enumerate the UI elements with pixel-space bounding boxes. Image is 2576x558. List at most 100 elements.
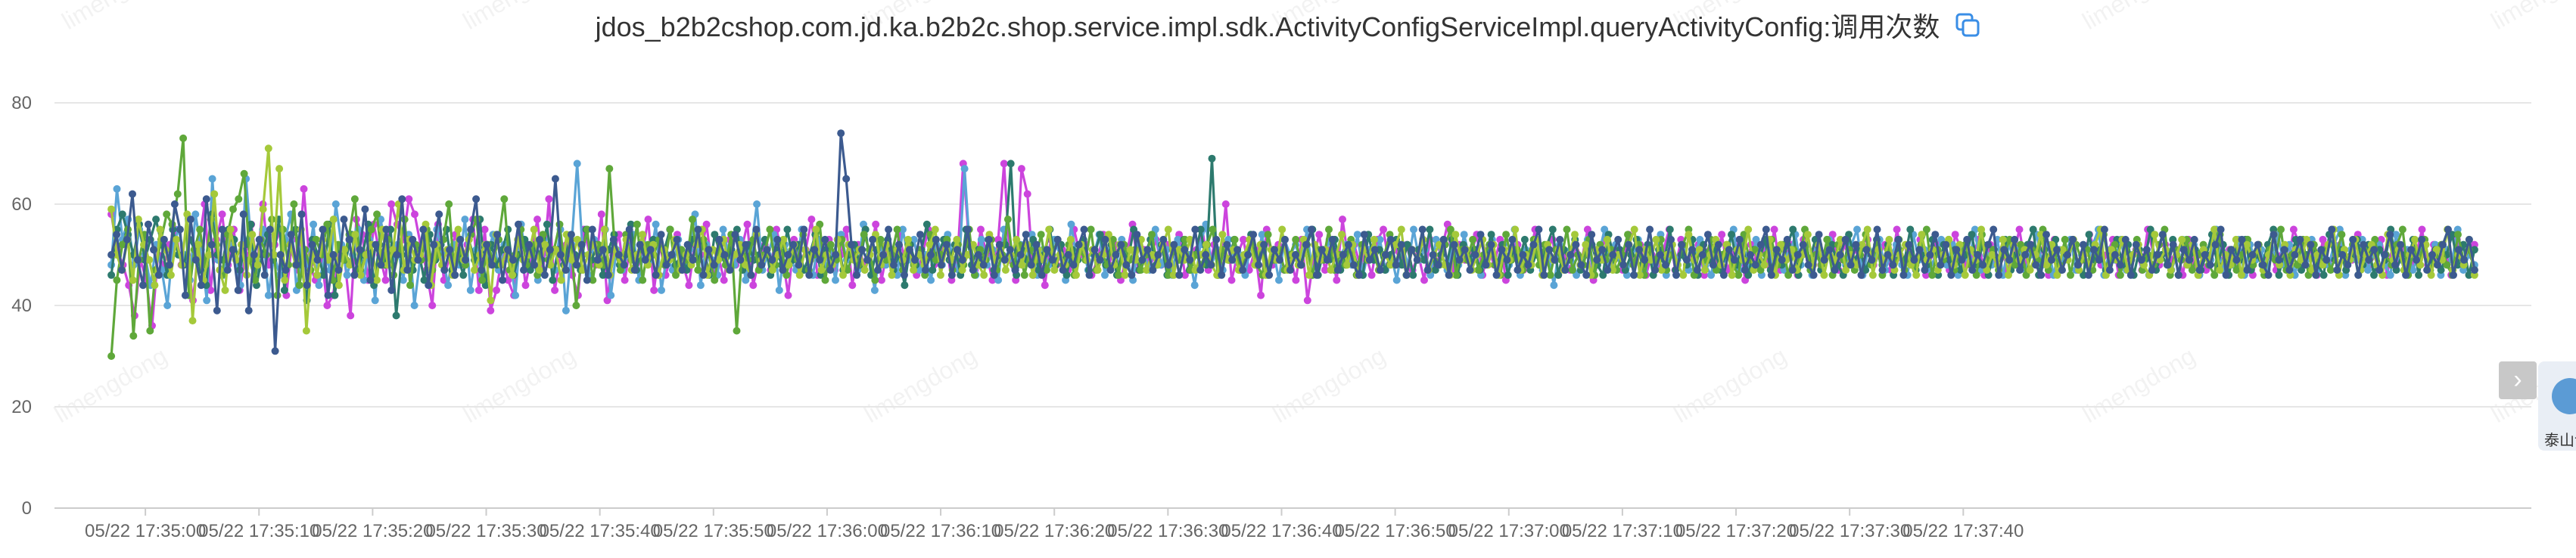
data-point[interactable]: [2116, 261, 2124, 269]
data-point[interactable]: [1956, 266, 1965, 274]
data-point[interactable]: [1121, 271, 1129, 279]
data-point[interactable]: [2146, 225, 2154, 234]
data-point[interactable]: [535, 266, 543, 274]
data-point[interactable]: [1718, 231, 1726, 239]
data-point[interactable]: [685, 281, 693, 290]
data-point[interactable]: [2132, 240, 2140, 249]
data-point[interactable]: [1244, 251, 1252, 259]
data-point[interactable]: [1931, 231, 1940, 239]
data-point[interactable]: [1884, 251, 1892, 259]
data-point[interactable]: [2067, 271, 2074, 279]
data-point[interactable]: [435, 210, 443, 219]
data-point[interactable]: [1492, 271, 1501, 279]
data-point[interactable]: [1321, 266, 1329, 274]
data-point[interactable]: [462, 256, 470, 264]
data-point[interactable]: [1604, 266, 1612, 274]
data-point[interactable]: [1265, 271, 1274, 279]
data-point[interactable]: [1529, 240, 1538, 249]
data-point[interactable]: [2465, 271, 2473, 279]
data-point[interactable]: [1554, 271, 1563, 279]
data-point[interactable]: [1988, 251, 1996, 259]
data-point[interactable]: [1520, 235, 1529, 243]
data-point[interactable]: [341, 246, 349, 254]
data-point[interactable]: [593, 256, 602, 264]
data-point[interactable]: [481, 225, 489, 234]
data-point[interactable]: [960, 165, 969, 173]
data-point[interactable]: [181, 291, 189, 299]
data-point[interactable]: [1420, 276, 1428, 284]
data-point[interactable]: [795, 271, 804, 279]
data-point[interactable]: [639, 231, 646, 239]
data-point[interactable]: [2427, 271, 2435, 279]
data-point[interactable]: [1094, 266, 1102, 274]
data-point[interactable]: [2048, 256, 2055, 264]
data-point[interactable]: [1164, 271, 1172, 279]
data-point[interactable]: [504, 276, 512, 284]
data-point[interactable]: [1951, 231, 1959, 239]
data-point[interactable]: [331, 200, 340, 208]
data-point[interactable]: [2079, 240, 2087, 249]
data-point[interactable]: [1836, 251, 1844, 259]
data-point[interactable]: [2217, 225, 2225, 234]
data-point[interactable]: [658, 286, 665, 294]
data-point[interactable]: [107, 251, 116, 259]
data-point[interactable]: [926, 240, 934, 249]
data-point[interactable]: [1333, 276, 1341, 284]
data-point[interactable]: [409, 235, 417, 243]
data-point[interactable]: [766, 225, 774, 234]
data-point[interactable]: [2237, 271, 2245, 279]
data-point[interactable]: [605, 165, 614, 173]
data-point[interactable]: [2026, 266, 2034, 274]
data-point[interactable]: [789, 240, 798, 249]
data-point[interactable]: [858, 246, 866, 254]
data-point[interactable]: [699, 271, 708, 279]
data-point[interactable]: [118, 240, 126, 249]
data-point[interactable]: [207, 286, 215, 294]
data-point[interactable]: [1451, 231, 1460, 239]
data-point[interactable]: [872, 220, 880, 228]
data-point[interactable]: [1281, 235, 1289, 243]
data-point[interactable]: [932, 235, 940, 243]
data-point[interactable]: [2333, 266, 2341, 274]
data-point[interactable]: [197, 281, 205, 290]
data-point[interactable]: [1260, 240, 1268, 249]
data-point[interactable]: [254, 261, 262, 269]
data-point[interactable]: [556, 251, 565, 259]
data-point[interactable]: [980, 271, 988, 279]
data-point[interactable]: [620, 261, 628, 269]
data-point[interactable]: [2058, 246, 2067, 254]
data-point[interactable]: [323, 220, 331, 228]
data-point[interactable]: [466, 286, 474, 294]
data-point[interactable]: [1380, 225, 1387, 234]
data-point[interactable]: [350, 195, 359, 203]
data-point[interactable]: [758, 261, 766, 269]
data-point[interactable]: [1974, 251, 1982, 259]
data-point[interactable]: [1181, 246, 1189, 254]
data-point[interactable]: [2116, 271, 2124, 279]
data-point[interactable]: [969, 240, 977, 249]
data-point[interactable]: [1889, 261, 1897, 269]
data-point[interactable]: [1583, 225, 1591, 234]
data-point[interactable]: [763, 246, 771, 254]
data-point[interactable]: [372, 240, 380, 249]
data-point[interactable]: [2095, 256, 2103, 264]
data-point[interactable]: [530, 225, 538, 234]
data-point[interactable]: [440, 266, 449, 274]
data-point[interactable]: [234, 286, 242, 294]
data-point[interactable]: [2061, 235, 2069, 243]
data-point[interactable]: [1170, 240, 1178, 249]
data-point[interactable]: [1815, 231, 1823, 239]
data-point[interactable]: [1503, 256, 1511, 264]
data-point[interactable]: [747, 271, 755, 279]
data-point[interactable]: [420, 276, 428, 284]
data-point[interactable]: [742, 276, 750, 284]
data-point[interactable]: [2312, 271, 2320, 279]
data-point[interactable]: [129, 332, 138, 340]
data-point[interactable]: [574, 235, 581, 243]
data-point[interactable]: [1339, 251, 1347, 259]
data-point[interactable]: [146, 327, 154, 335]
data-point[interactable]: [319, 225, 327, 234]
data-point[interactable]: [1413, 256, 1421, 264]
data-point[interactable]: [807, 215, 816, 224]
data-point[interactable]: [784, 291, 792, 299]
